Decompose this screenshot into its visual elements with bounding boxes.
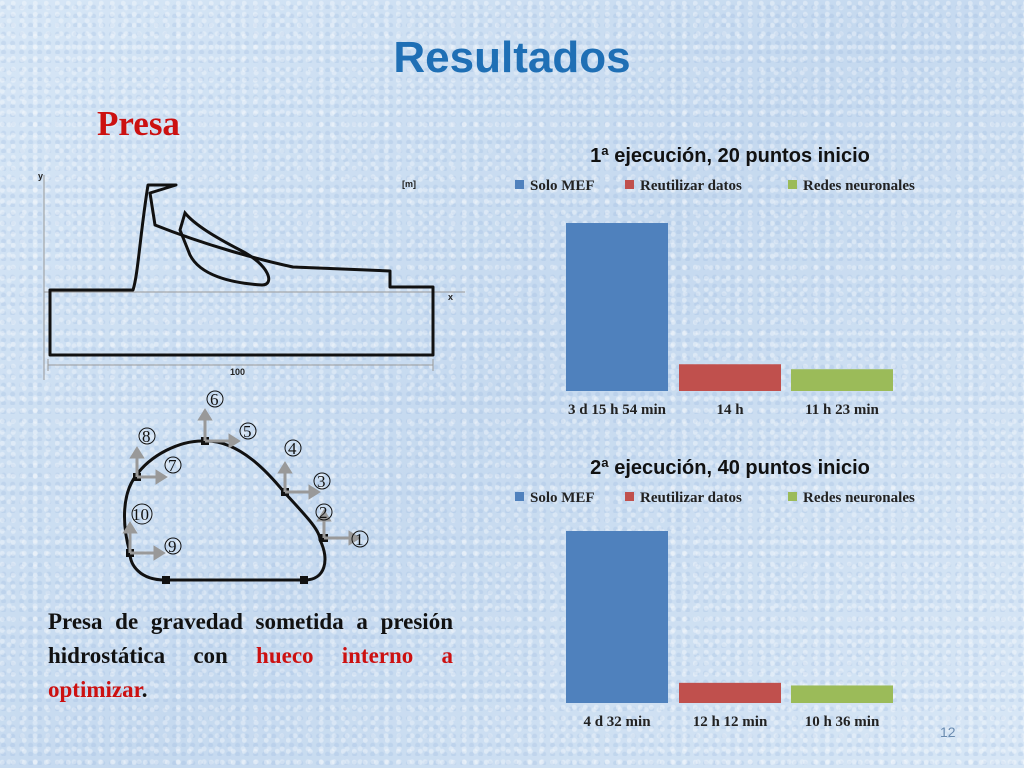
description-text: Presa de gravedad sometida a presión hid… (48, 609, 453, 668)
legend-swatch-2 (625, 180, 634, 189)
unit-label: [m] (402, 179, 416, 189)
bar-2 (679, 364, 781, 391)
legend-label-2: Reutilizar datos (640, 178, 742, 194)
node-label-5: 5 (243, 422, 252, 441)
legend-swatch-3 (788, 180, 797, 189)
legend-swatch-1 (515, 180, 524, 189)
bar-label-2: 12 h 12 min (693, 714, 768, 730)
description-paragraph: Presa de gravedad sometida a presión hid… (48, 605, 453, 707)
bar-label-1: 3 d 15 h 54 min (568, 402, 667, 418)
bar-2 (679, 682, 781, 703)
node-label-10: 10 (132, 505, 149, 524)
dimension-label: 100 (230, 367, 245, 377)
bar-chart-first-run: 1ª ejecución, 20 puntos inicio Solo MEF R… (515, 145, 915, 418)
node-label-9: 9 (168, 537, 177, 556)
legend-swatch-3 (788, 492, 797, 501)
node-label-8: 8 (142, 427, 151, 446)
page-number: 12 (940, 724, 956, 740)
dam-cross-section-diagram: y x [m] 100 (38, 171, 465, 380)
node-label-6: 6 (210, 390, 219, 409)
legend-label-1: Solo MEF (530, 178, 595, 194)
chart-title: 2ª ejecución, 40 puntos inicio (590, 457, 870, 479)
description-highlight: hueco interno a optimizar (48, 643, 453, 702)
dam-outline (48, 183, 435, 357)
node-label-4: 4 (288, 439, 297, 458)
dam-cavity-outline (178, 209, 271, 287)
bar-3 (791, 369, 893, 391)
node-label-1: 1 (355, 530, 364, 549)
node-label-2: 2 (319, 503, 328, 522)
bar-chart-second-run: 2ª ejecución, 40 puntos inicio Solo MEF R… (515, 457, 915, 730)
node-marker-12 (300, 576, 308, 584)
legend-swatch-2 (625, 492, 634, 501)
legend-label-3: Redes neuronales (803, 490, 915, 506)
description-end: . (141, 677, 148, 702)
bar-1 (566, 223, 668, 391)
bar-label-3: 10 h 36 min (805, 714, 880, 730)
legend-label-2: Reutilizar datos (640, 490, 742, 506)
axis-x-label: x (448, 292, 453, 302)
legend-label-1: Solo MEF (530, 490, 595, 506)
node-label-7: 7 (168, 456, 177, 475)
axis-y-label: y (38, 171, 43, 181)
node-marker-11 (162, 576, 170, 584)
legend-swatch-1 (515, 492, 524, 501)
slide-title: Resultados (393, 33, 631, 82)
node-label-3: 3 (317, 472, 326, 491)
bar-label-3: 11 h 23 min (805, 402, 879, 418)
chart-title: 1ª ejecución, 20 puntos inicio (590, 145, 870, 167)
bar-label-1: 4 d 32 min (583, 714, 651, 730)
bar-label-2: 14 h (716, 402, 744, 418)
cavity-control-points-diagram: 1 2 3 4 5 6 7 8 9 10 (122, 390, 369, 584)
slide-subtitle: Presa (97, 104, 180, 143)
legend-label-3: Redes neuronales (803, 178, 915, 194)
bar-3 (791, 685, 893, 703)
bar-1 (566, 531, 668, 703)
